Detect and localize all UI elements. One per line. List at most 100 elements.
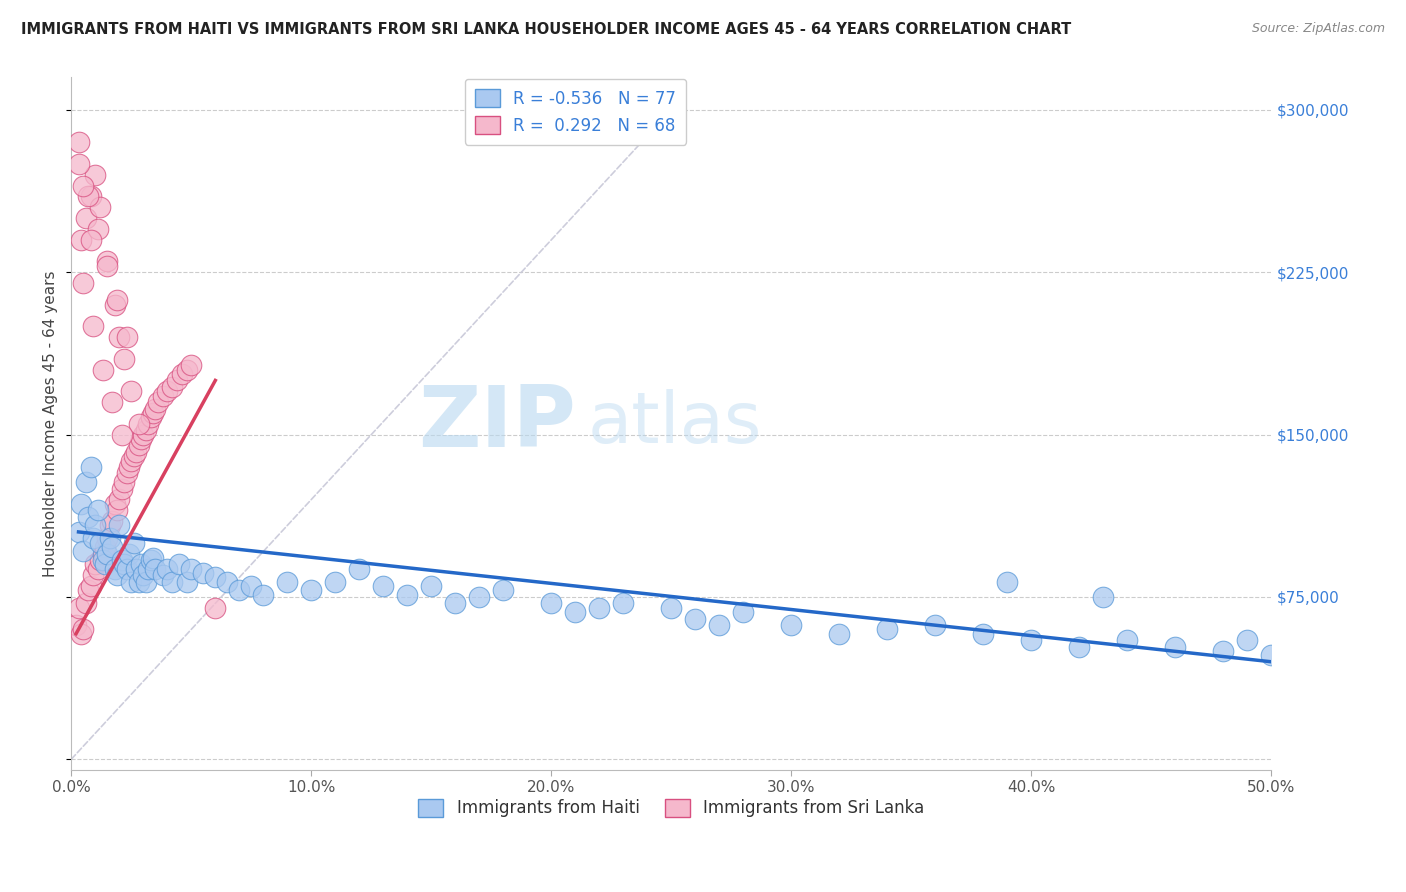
Point: [228, 583, 250, 598]
Point: [420, 579, 443, 593]
Point: [94, 558, 117, 572]
Point: [240, 579, 263, 593]
Point: [139, 410, 162, 425]
Point: [77, 189, 100, 203]
Point: [972, 626, 994, 640]
Point: [82, 568, 104, 582]
Point: [111, 482, 134, 496]
Point: [118, 460, 141, 475]
Point: [89, 553, 111, 567]
Point: [1092, 590, 1115, 604]
Point: [176, 574, 198, 589]
Point: [84, 518, 107, 533]
Point: [128, 417, 150, 431]
Point: [128, 574, 150, 589]
Point: [89, 535, 111, 549]
Point: [136, 417, 159, 431]
Point: [103, 562, 125, 576]
Point: [115, 562, 138, 576]
Point: [828, 626, 851, 640]
Point: [101, 540, 124, 554]
Point: [176, 362, 198, 376]
Point: [112, 475, 135, 490]
Point: [87, 562, 110, 576]
Point: [101, 514, 124, 528]
Point: [96, 259, 118, 273]
Point: [169, 558, 191, 572]
Point: [120, 453, 142, 467]
Point: [146, 395, 169, 409]
Point: [129, 558, 152, 572]
Point: [96, 532, 118, 546]
Point: [876, 623, 898, 637]
Point: [70, 626, 93, 640]
Point: [103, 497, 125, 511]
Point: [588, 600, 610, 615]
Point: [1236, 633, 1258, 648]
Point: [72, 178, 94, 193]
Point: [67, 157, 90, 171]
Point: [105, 503, 128, 517]
Point: [252, 588, 274, 602]
Point: [77, 509, 100, 524]
Point: [396, 588, 419, 602]
Point: [444, 596, 467, 610]
Point: [120, 384, 142, 399]
Point: [325, 574, 347, 589]
Point: [1116, 633, 1139, 648]
Point: [685, 611, 707, 625]
Point: [160, 380, 183, 394]
Point: [160, 574, 183, 589]
Point: [156, 384, 179, 399]
Point: [156, 562, 179, 576]
Point: [67, 600, 90, 615]
Point: [204, 570, 226, 584]
Point: [105, 293, 128, 308]
Point: [143, 562, 166, 576]
Point: [96, 547, 118, 561]
Point: [1164, 640, 1187, 654]
Point: [122, 449, 145, 463]
Point: [997, 574, 1019, 589]
Point: [468, 590, 491, 604]
Point: [79, 579, 101, 593]
Point: [84, 168, 107, 182]
Point: [217, 574, 239, 589]
Point: [87, 222, 110, 236]
Text: ZIP: ZIP: [418, 382, 575, 466]
Point: [77, 583, 100, 598]
Point: [136, 562, 159, 576]
Point: [612, 596, 634, 610]
Point: [108, 330, 131, 344]
Point: [108, 492, 131, 507]
Point: [709, 618, 731, 632]
Point: [96, 254, 118, 268]
Point: [79, 233, 101, 247]
Point: [349, 562, 371, 576]
Point: [72, 544, 94, 558]
Point: [98, 518, 121, 533]
Point: [733, 605, 755, 619]
Point: [108, 518, 131, 533]
Point: [122, 535, 145, 549]
Point: [492, 583, 515, 598]
Point: [128, 438, 150, 452]
Point: [91, 553, 114, 567]
Point: [98, 532, 121, 546]
Legend: Immigrants from Haiti, Immigrants from Sri Lanka: Immigrants from Haiti, Immigrants from S…: [412, 792, 931, 824]
Point: [139, 553, 162, 567]
Point: [105, 568, 128, 582]
Point: [101, 395, 124, 409]
Point: [72, 623, 94, 637]
Point: [276, 574, 298, 589]
Point: [125, 445, 148, 459]
Point: [170, 367, 193, 381]
Point: [924, 618, 946, 632]
Point: [180, 562, 202, 576]
Point: [120, 574, 142, 589]
Point: [89, 200, 111, 214]
Point: [115, 330, 138, 344]
Text: atlas: atlas: [588, 389, 762, 458]
Point: [118, 547, 141, 561]
Point: [142, 550, 165, 565]
